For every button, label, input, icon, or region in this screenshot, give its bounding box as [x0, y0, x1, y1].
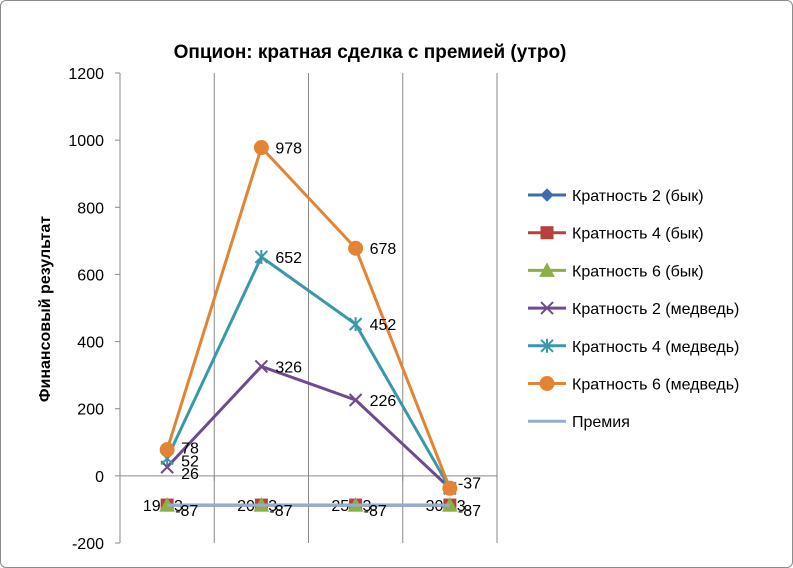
- marker-x: [540, 301, 554, 315]
- data-label: -87: [175, 503, 198, 520]
- y-axis-label: Финансовый результат: [37, 216, 54, 402]
- data-point: [348, 393, 363, 407]
- data-label: 326: [275, 359, 302, 376]
- y-tick-label: 0: [95, 469, 104, 486]
- legend-item-6: Кратность 6 (медведь): [528, 376, 739, 394]
- legend-label: Кратность 2 (бык): [572, 188, 704, 205]
- y-tick-label: 600: [77, 267, 104, 284]
- data-label: -87: [458, 503, 481, 520]
- data-label: 78: [181, 441, 199, 458]
- legend-item-2: Кратность 4 (бык): [528, 226, 704, 243]
- legend: Кратность 2 (бык) Кратность 4 (бык) Кратно…: [528, 188, 739, 431]
- data-label: -87: [269, 503, 292, 520]
- data-label: -37: [458, 475, 481, 492]
- marker-star: [348, 317, 363, 332]
- marker-square: [540, 226, 554, 240]
- legend-label: Кратность 6 (бык): [572, 263, 704, 280]
- legend-item-7: Премия: [528, 414, 630, 431]
- series-line: [165, 255, 452, 490]
- data-point: [159, 442, 175, 458]
- marker-circle: [442, 480, 458, 496]
- series-lines: [159, 140, 458, 512]
- series-6: [159, 140, 458, 496]
- marker-triangle: [539, 262, 555, 277]
- legend-marker: [540, 301, 554, 315]
- data-point: [442, 480, 458, 496]
- legend-item-1: Кратность 2 (бык): [528, 188, 704, 205]
- data-label: 678: [370, 241, 397, 258]
- legend-marker: [540, 338, 554, 353]
- data-labels: -87 -87 -87 -87 26 326 226 52 652 452 78 978 678 -37: [175, 141, 481, 521]
- marker-diamond: [540, 188, 554, 202]
- legend-item-4: Кратность 2 (медведь): [528, 301, 739, 318]
- data-label: 652: [275, 250, 302, 267]
- data-label: -87: [364, 503, 387, 520]
- legend-item-5: Кратность 4 (медведь): [528, 339, 739, 356]
- marker-circle: [348, 240, 364, 256]
- data-point: [348, 240, 364, 256]
- data-label: 452: [370, 317, 397, 334]
- legend-label: Кратность 4 (бык): [572, 226, 704, 243]
- y-tick-label: 1000: [68, 133, 104, 150]
- legend-marker: [540, 226, 554, 240]
- legend-label: Кратность 6 (медведь): [572, 377, 739, 394]
- data-label: 226: [370, 393, 397, 410]
- y-tick-label: 200: [77, 402, 104, 419]
- marker-circle: [159, 442, 175, 458]
- legend-marker: [539, 376, 555, 391]
- marker-star: [540, 338, 554, 353]
- legend-item-3: Кратность 6 (бык): [528, 262, 704, 280]
- data-point: [254, 249, 269, 264]
- series-line: [166, 364, 451, 490]
- data-point: [348, 317, 363, 332]
- legend-label: Премия: [572, 414, 630, 431]
- gridlines: [213, 73, 498, 543]
- series-line: [165, 146, 452, 489]
- axes: [115, 72, 498, 544]
- marker-x: [254, 359, 269, 374]
- y-tick-label: 1200: [68, 66, 104, 83]
- marker-x: [348, 393, 363, 407]
- data-label: 52: [181, 453, 199, 470]
- y-tick-label: -200: [72, 536, 104, 553]
- marker-circle: [253, 140, 269, 156]
- y-tick-labels: -200 0 200 400 600 800 1000 1200: [68, 66, 104, 553]
- data-point: [253, 140, 269, 156]
- legend-label: Кратность 4 (медведь): [572, 339, 739, 356]
- chart-title: Опцион: кратная сделка с премией (утро): [174, 42, 567, 63]
- legend-marker: [540, 188, 554, 202]
- legend-marker: [539, 262, 555, 277]
- y-tick-label: 800: [77, 200, 104, 217]
- marker-star: [254, 249, 269, 264]
- data-label: 978: [275, 141, 302, 158]
- marker-circle: [539, 376, 555, 391]
- y-tick-label: 400: [77, 335, 104, 352]
- data-point: [254, 359, 269, 374]
- data-label: 26: [181, 466, 199, 483]
- legend-label: Кратность 2 (медведь): [572, 301, 739, 318]
